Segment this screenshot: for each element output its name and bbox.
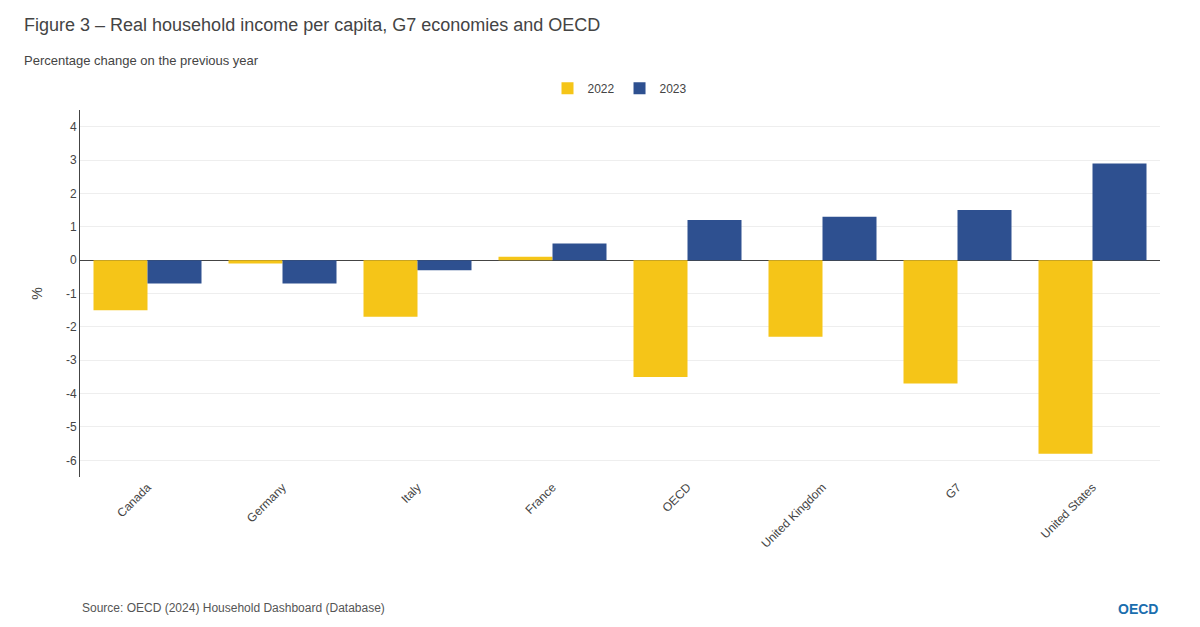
svg-text:G7: G7 bbox=[943, 480, 964, 501]
svg-text:United States: United States bbox=[1038, 480, 1099, 541]
svg-text:1: 1 bbox=[70, 220, 77, 234]
svg-text:3: 3 bbox=[70, 153, 77, 167]
svg-text:4: 4 bbox=[70, 120, 77, 134]
svg-text:Source: OECD (2024) Household: Source: OECD (2024) Household Dashboard … bbox=[82, 601, 385, 615]
svg-text:Figure 3 – Real household inco: Figure 3 – Real household income per cap… bbox=[24, 15, 600, 35]
svg-text:-3: -3 bbox=[66, 353, 77, 367]
svg-text:OECD: OECD bbox=[1118, 601, 1158, 617]
svg-text:United Kingdom: United Kingdom bbox=[759, 480, 829, 550]
svg-text:-6: -6 bbox=[66, 454, 77, 468]
svg-text:-2: -2 bbox=[66, 320, 77, 334]
svg-text:%: % bbox=[29, 287, 45, 299]
svg-text:2023: 2023 bbox=[660, 82, 687, 96]
svg-text:-5: -5 bbox=[66, 420, 77, 434]
svg-text:2: 2 bbox=[70, 187, 77, 201]
svg-text:Canada: Canada bbox=[114, 480, 154, 520]
svg-text:2022: 2022 bbox=[588, 82, 615, 96]
svg-text:France: France bbox=[523, 480, 560, 517]
svg-text:Germany: Germany bbox=[244, 480, 289, 525]
svg-text:OECD: OECD bbox=[659, 480, 694, 515]
svg-text:-1: -1 bbox=[66, 287, 77, 301]
svg-text:Italy: Italy bbox=[398, 480, 423, 505]
svg-text:Percentage change on the previ: Percentage change on the previous year bbox=[24, 53, 259, 68]
svg-text:0: 0 bbox=[70, 253, 77, 267]
svg-text:-4: -4 bbox=[66, 387, 77, 401]
